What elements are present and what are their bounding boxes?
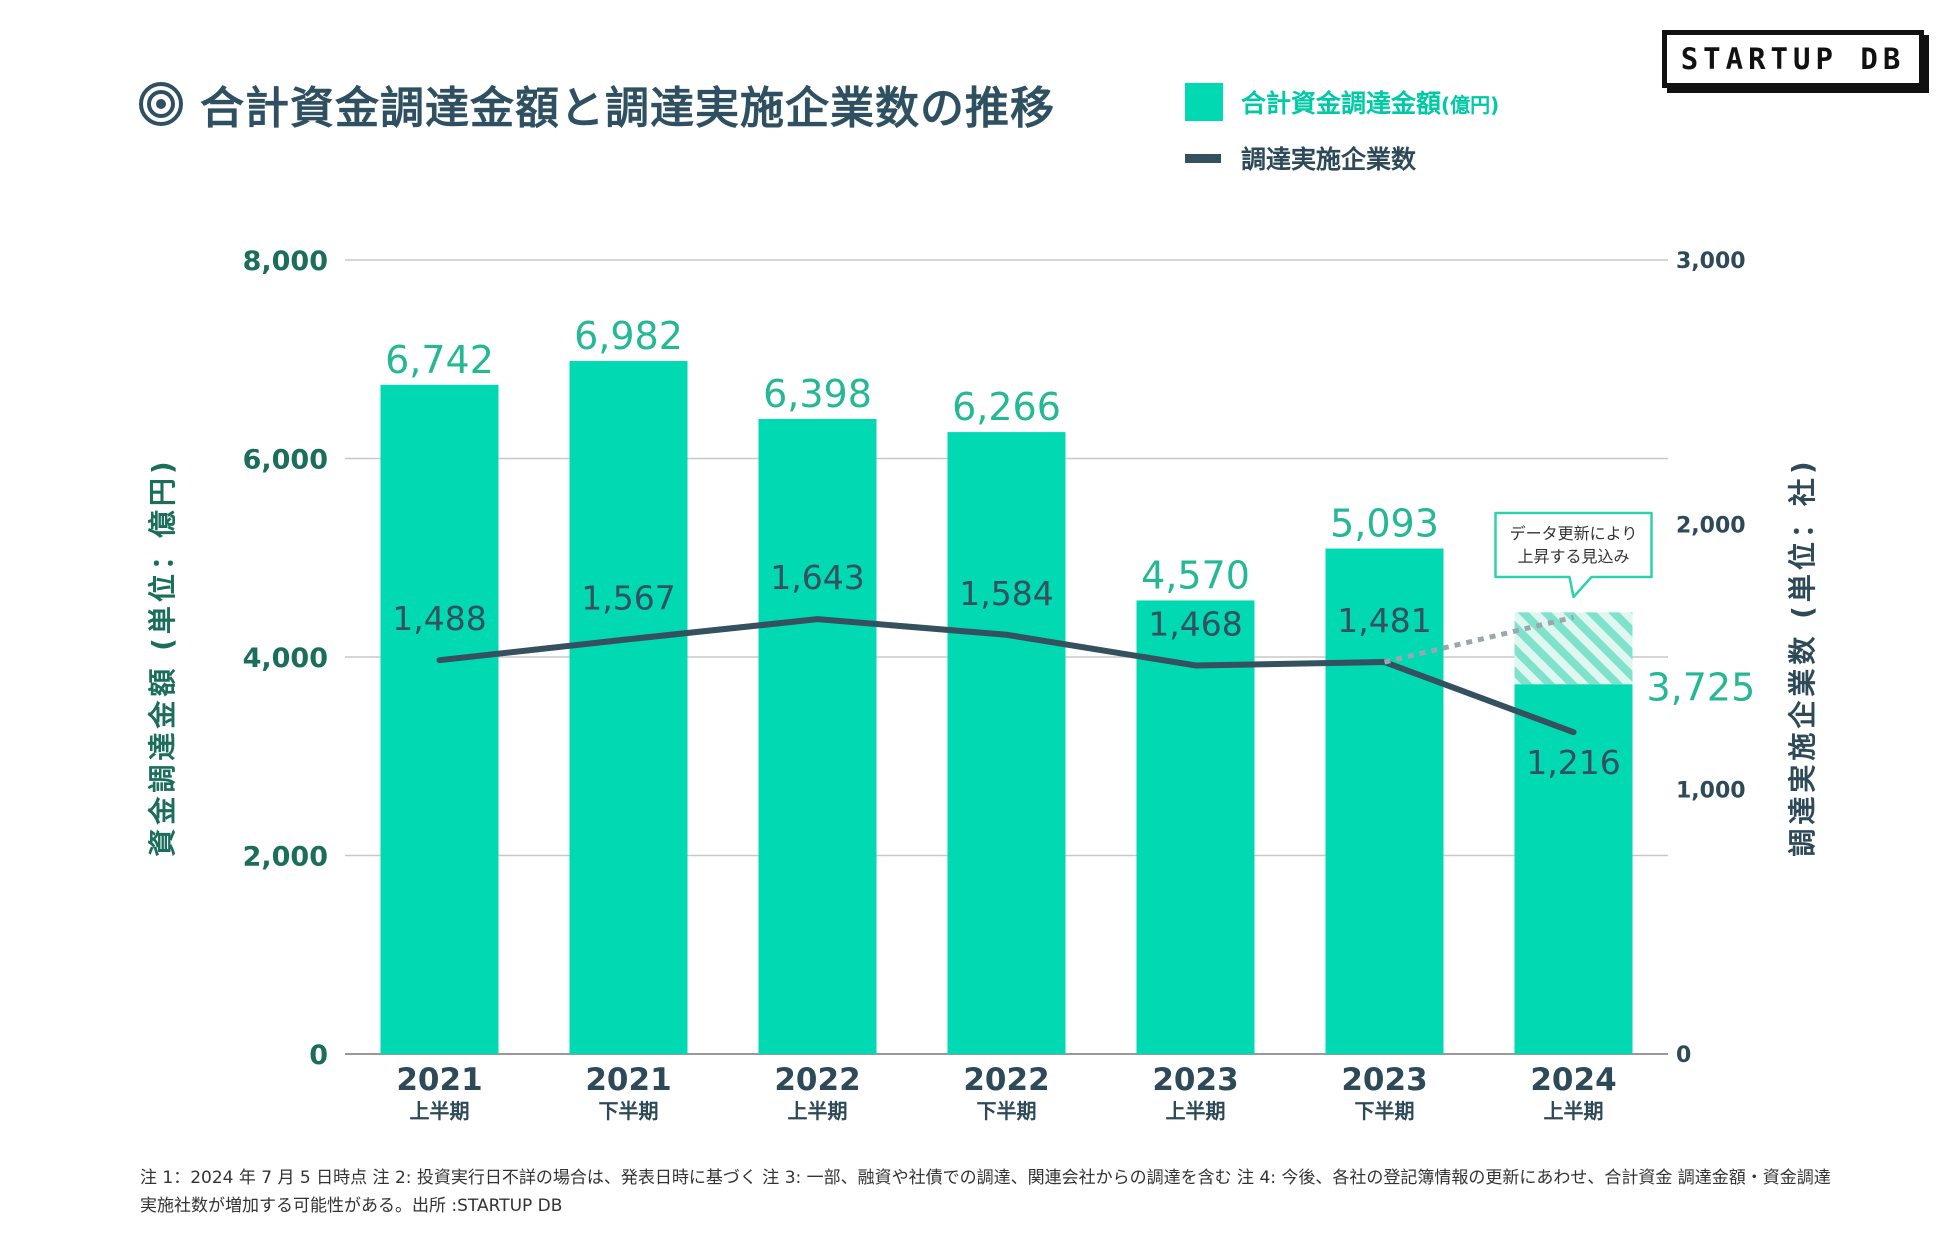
bar-value-label: 4,570 — [1141, 553, 1250, 597]
combo-chart: 6,742 6,982 6,398 6,266 4,570 5,093 3,725 1,488… — [146, 246, 1819, 1123]
projected-bar-extension — [1514, 612, 1633, 685]
projection-dotted-line — [1383, 614, 1575, 665]
title-block: 合計資金調達金額と調達実施企業数の推移 — [138, 72, 1055, 136]
line-value-label: 1,643 — [770, 558, 864, 597]
chart-legend: 合計資金調達金額(億円) 調達実施企業数 — [1185, 82, 1499, 194]
page-title: 合計資金調達金額と調達実施企業数の推移 — [200, 83, 1055, 134]
y-right-axis-title: 調達実施企業数 (単位：社) — [1786, 457, 1819, 856]
bar-value-label: 6,266 — [952, 385, 1061, 429]
legend-item-bars: 合計資金調達金額(億円) — [1185, 82, 1499, 122]
legend-swatch-line — [1185, 153, 1221, 163]
x-tick-year: 2021 — [585, 1062, 671, 1098]
bar-value-label: 6,982 — [574, 314, 683, 358]
bar-value-label: 5,093 — [1330, 502, 1439, 546]
projection-callout-box — [1494, 511, 1653, 599]
y-left-tick-label: 0 — [309, 1040, 328, 1071]
x-tick-half: 上半期 — [1166, 1099, 1226, 1123]
line-value-label: 1,567 — [581, 578, 675, 617]
bar-value-label: 6,742 — [385, 338, 494, 382]
bar-2 — [758, 418, 877, 1054]
target-icon — [139, 82, 183, 126]
legend-label-bars: 合計資金調達金額(億円) — [1241, 89, 1500, 118]
y-right-tick-label: 3,000 — [1676, 249, 1746, 274]
x-tick-year: 2024 — [1530, 1062, 1616, 1098]
projection-callout-text: 上昇する見込み — [1517, 547, 1629, 566]
x-tick-year: 2022 — [774, 1062, 860, 1098]
x-tick-half: 上半期 — [410, 1099, 470, 1123]
bar-1 — [569, 361, 688, 1054]
legend-item-line: 調達実施企業数 — [1185, 138, 1499, 178]
y-left-tick-label: 4,000 — [243, 643, 328, 674]
bar-6 — [1514, 684, 1633, 1054]
legend-unit: (億円) — [1441, 93, 1500, 117]
line-value-label: 1,216 — [1526, 743, 1620, 782]
footnote: 注 1：2024 年 7 月 5 日時点 注 2: 投資実行日不詳の場合は、発表… — [140, 1168, 1831, 1216]
bar-4 — [1136, 600, 1255, 1054]
bar-0 — [380, 384, 499, 1054]
legend-swatch-bars — [1185, 83, 1223, 121]
legend-label-line: 調達実施企業数 — [1241, 145, 1417, 174]
x-tick-half: 上半期 — [1544, 1099, 1604, 1123]
bar-value-label: 3,725 — [1647, 665, 1756, 709]
y-right-tick-label: 1,000 — [1676, 778, 1746, 803]
y-left-tick-label: 2,000 — [243, 842, 328, 873]
line-value-label: 1,584 — [959, 574, 1053, 613]
x-tick-year: 2022 — [963, 1062, 1049, 1098]
x-tick-year: 2021 — [396, 1062, 482, 1098]
line-value-label: 1,488 — [392, 599, 486, 638]
bar-5 — [1325, 548, 1444, 1054]
x-tick-half: 下半期 — [1355, 1099, 1415, 1123]
line-value-label: 1,481 — [1337, 601, 1431, 640]
x-tick-half: 下半期 — [977, 1099, 1037, 1123]
y-left-tick-label: 6,000 — [243, 445, 328, 476]
y-left-tick-label: 8,000 — [243, 246, 328, 277]
bar-3 — [947, 432, 1066, 1054]
y-right-tick-label: 2,000 — [1676, 514, 1746, 539]
projection-callout-text: データ更新により — [1510, 524, 1638, 543]
line-value-label: 1,468 — [1148, 604, 1242, 643]
y-right-tick-label: 0 — [1676, 1043, 1691, 1068]
x-tick-year: 2023 — [1152, 1062, 1238, 1098]
y-left-axis-title: 資金調達金額 (単位：億円) — [146, 457, 179, 856]
x-tick-half: 下半期 — [599, 1099, 659, 1123]
bar-value-label: 6,398 — [763, 372, 872, 416]
x-tick-half: 上半期 — [788, 1099, 848, 1123]
x-tick-year: 2023 — [1341, 1062, 1427, 1098]
